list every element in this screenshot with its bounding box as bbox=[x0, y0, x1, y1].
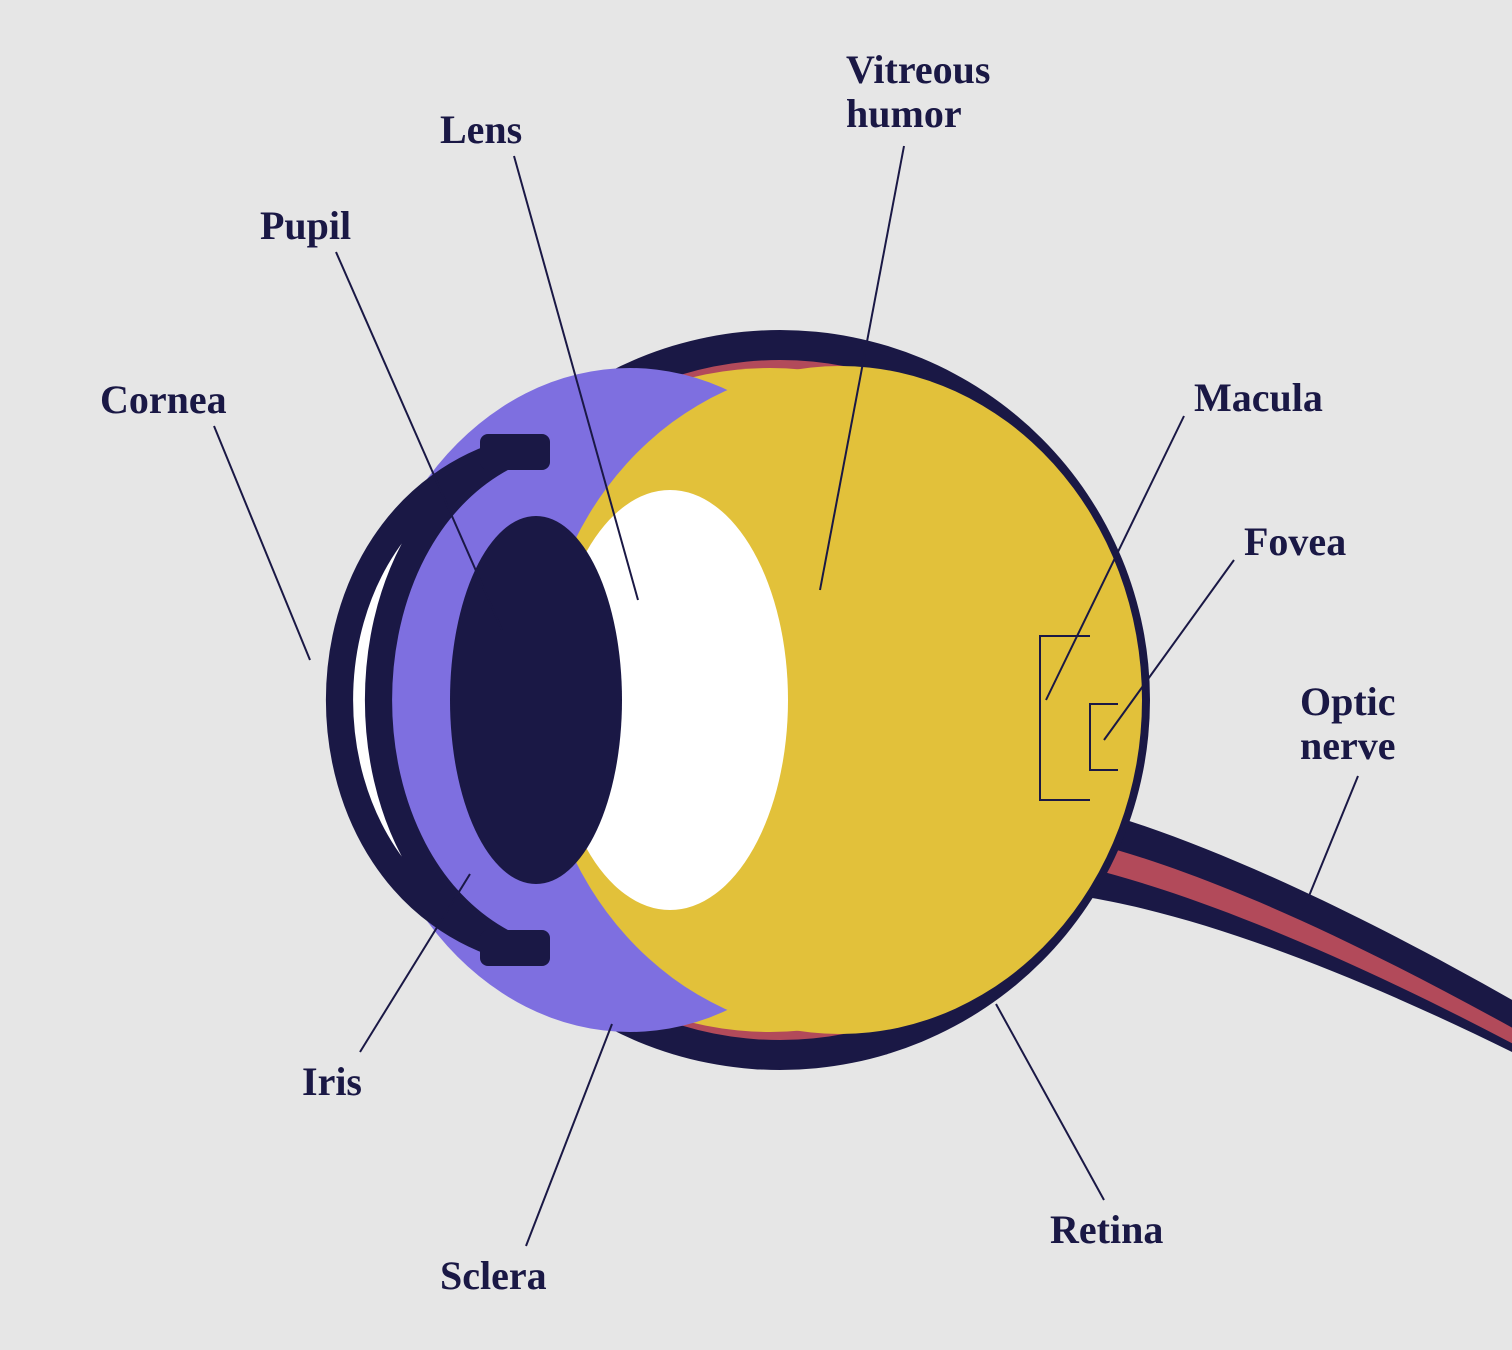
label-retina: Retina bbox=[1050, 1208, 1163, 1252]
label-lens: Lens bbox=[440, 108, 522, 152]
eye-svg bbox=[0, 0, 1512, 1350]
label-macula: Macula bbox=[1194, 376, 1323, 420]
label-optic: Optic nerve bbox=[1300, 680, 1396, 768]
label-pupil: Pupil bbox=[260, 204, 351, 248]
leader-cornea bbox=[214, 426, 310, 660]
cornea-junction-bottom bbox=[480, 930, 550, 966]
label-vitreous: Vitreous humor bbox=[846, 48, 990, 136]
leader-sclera bbox=[526, 1024, 612, 1246]
cornea-junction-top bbox=[480, 434, 550, 470]
label-sclera: Sclera bbox=[440, 1254, 547, 1298]
eye-anatomy-diagram: { "diagram": { "type": "infographic", "b… bbox=[0, 0, 1512, 1350]
label-cornea: Cornea bbox=[100, 378, 227, 422]
leader-optic bbox=[1300, 776, 1358, 918]
label-iris: Iris bbox=[302, 1060, 362, 1104]
label-fovea: Fovea bbox=[1244, 520, 1346, 564]
leader-retina bbox=[996, 1004, 1104, 1200]
